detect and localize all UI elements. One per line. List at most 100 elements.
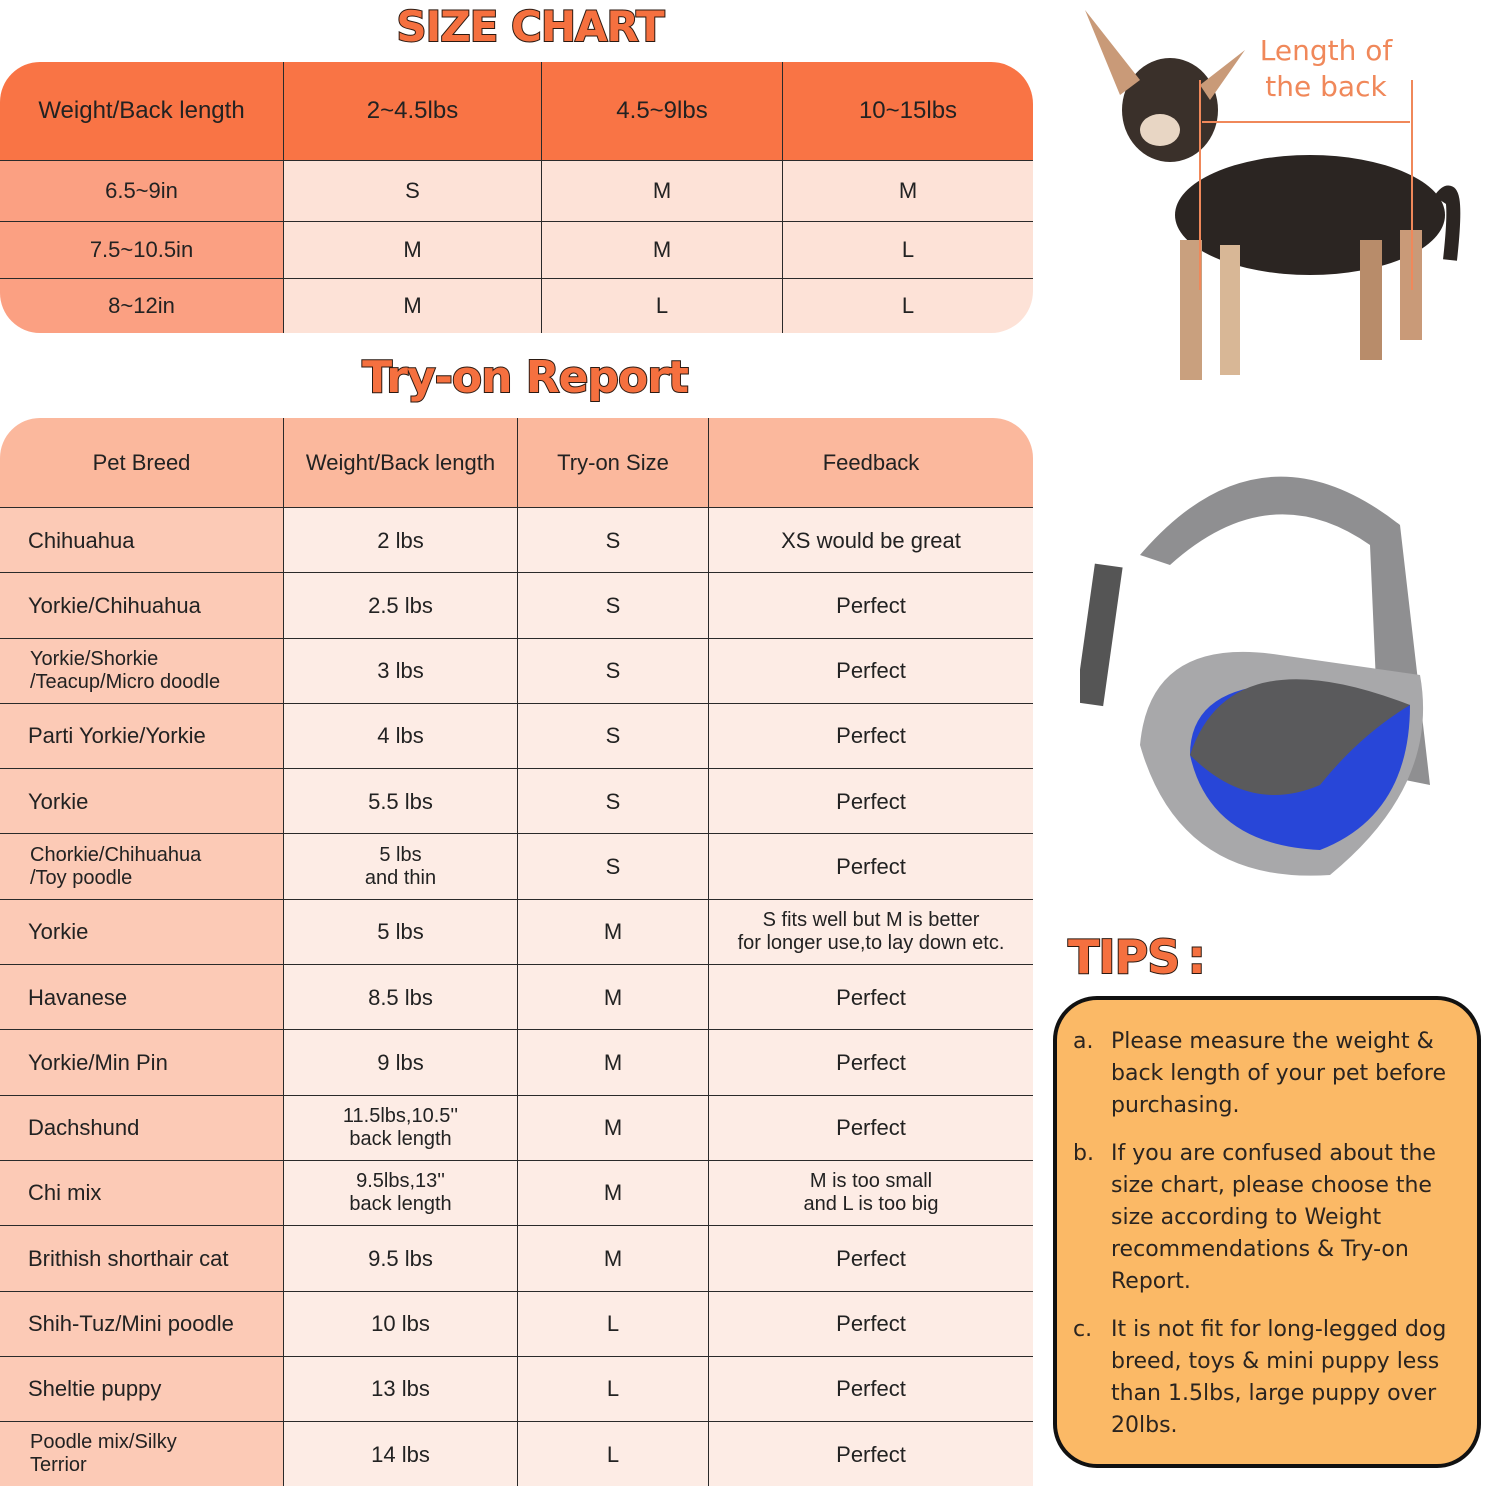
tip-key: a.: [1073, 1029, 1094, 1054]
table-cell: M: [283, 279, 541, 333]
table-row: Sheltie puppy 13 lbs L Perfect: [0, 1355, 1033, 1422]
table-cell: M: [517, 1226, 708, 1291]
table-cell: XS would be great: [708, 508, 1033, 573]
table-cell: Chorkie/Chihuahua /Toy poodle: [0, 834, 283, 899]
table-cell: M: [541, 222, 782, 278]
table-cell: M: [517, 899, 708, 965]
table-cell: 5 lbs and thin: [283, 834, 517, 899]
table-cell: 2.5 lbs: [283, 573, 517, 638]
table-cell: S: [517, 769, 708, 834]
table-cell: L: [517, 1422, 708, 1486]
tips-title: TIPS :: [1067, 929, 1207, 985]
table-cell: Sheltie puppy: [0, 1356, 283, 1422]
table-row: Yorkie/Min Pin 9 lbs M Perfect: [0, 1029, 1033, 1095]
table-row: Yorkie/Chihuahua 2.5 lbs S Perfect: [0, 572, 1033, 638]
table-cell: 5 lbs: [283, 899, 517, 965]
header-row: Pet Breed Weight/Back length Try-on Size Fe…: [0, 418, 1033, 507]
table-cell: S: [517, 573, 708, 638]
tip-item: c. It is not fit for long-legged dog bree…: [1073, 1314, 1463, 1442]
table-row: Havanese 8.5 lbs M Perfect: [0, 964, 1033, 1030]
table-cell: 13 lbs: [283, 1356, 517, 1422]
table-cell: Perfect: [708, 1356, 1033, 1422]
back-length-label-2: the back: [1265, 70, 1387, 103]
tip-text: If you are confused about the size chart…: [1111, 1141, 1436, 1294]
table-cell: Yorkie/Chihuahua: [0, 573, 283, 638]
table-cell: Havanese: [0, 965, 283, 1030]
tip-key: c.: [1073, 1317, 1093, 1342]
tip-item: a. Please measure the weight & back lengt…: [1073, 1026, 1463, 1122]
size-chart-title: SIZE CHART: [395, 1, 665, 52]
table-cell: Perfect: [708, 1095, 1033, 1160]
table-cell: L: [541, 279, 782, 333]
table-cell: Perfect: [708, 638, 1033, 703]
table-cell: Yorkie: [0, 899, 283, 965]
table-cell: Perfect: [708, 1030, 1033, 1095]
column-header: 4.5~9lbs: [541, 62, 782, 160]
table-cell: 8~12in: [0, 279, 283, 333]
column-header: Feedback: [708, 418, 1033, 507]
table-cell: S: [517, 834, 708, 899]
tip-text: It is not fit for long-legged dog breed,…: [1111, 1317, 1447, 1438]
table-cell: Dachshund: [0, 1095, 283, 1160]
table-cell: 9.5lbs,13'' back length: [283, 1160, 517, 1226]
table-cell: Poodle mix/Silky Terrior: [0, 1422, 283, 1486]
table-cell: Perfect: [708, 703, 1033, 769]
table-cell: Perfect: [708, 573, 1033, 638]
table-cell: Perfect: [708, 1226, 1033, 1291]
table-cell: 8.5 lbs: [283, 965, 517, 1030]
chihuahua-illustration: [1085, 10, 1461, 380]
table-cell: M is too small and L is too big: [708, 1160, 1033, 1226]
table-cell: Chihuahua: [0, 508, 283, 573]
table-cell: M: [541, 161, 782, 221]
table-row: Dachshund 11.5lbs,10.5'' back length M Perf…: [0, 1094, 1033, 1160]
table-cell: M: [283, 222, 541, 278]
table-cell: Yorkie/Min Pin: [0, 1030, 283, 1095]
table-cell: Yorkie: [0, 769, 283, 834]
table-row: 8~12in M L L: [0, 278, 1033, 333]
table-cell: 9 lbs: [283, 1030, 517, 1095]
table-cell: 14 lbs: [283, 1422, 517, 1486]
table-cell: Perfect: [708, 1291, 1033, 1356]
table-cell: Perfect: [708, 769, 1033, 834]
table-row: 6.5~9in S M M: [0, 160, 1033, 221]
table-cell: S: [517, 508, 708, 573]
table-row: Parti Yorkie/Yorkie 4 lbs S Perfect: [0, 702, 1033, 769]
table-cell: M: [517, 1030, 708, 1095]
dog-measurement-image: Length of the back: [1085, 10, 1461, 380]
table-cell: 6.5~9in: [0, 161, 283, 221]
table-cell: 4 lbs: [283, 703, 517, 769]
column-header: Weight/Back length: [283, 418, 517, 507]
table-cell: M: [517, 965, 708, 1030]
table-cell: Brithish shorthair cat: [0, 1226, 283, 1291]
table-cell: Yorkie/Shorkie /Teacup/Micro doodle: [0, 638, 283, 703]
tryon-report-title: Try-on Report: [361, 351, 690, 404]
column-header: 10~15lbs: [782, 62, 1033, 160]
table-cell: 3 lbs: [283, 638, 517, 703]
table-cell: S: [517, 703, 708, 769]
table-cell: S: [283, 161, 541, 221]
table-cell: 11.5lbs,10.5'' back length: [283, 1095, 517, 1160]
table-row: Chi mix 9.5lbs,13'' back length M M is too …: [0, 1159, 1033, 1226]
table-cell: 10 lbs: [283, 1291, 517, 1356]
table-cell: 5.5 lbs: [283, 769, 517, 834]
table-cell: M: [517, 1095, 708, 1160]
column-header: 2~4.5lbs: [283, 62, 541, 160]
table-row: Yorkie/Shorkie /Teacup/Micro doodle 3 lbs…: [0, 637, 1033, 703]
tryon-report-table: Pet Breed Weight/Back length Try-on Size Fe…: [0, 418, 1033, 1486]
table-cell: Shih-Tuz/Mini poodle: [0, 1291, 283, 1356]
table-cell: Chi mix: [0, 1160, 283, 1226]
table-cell: L: [782, 222, 1033, 278]
table-cell: Perfect: [708, 965, 1033, 1030]
header-row: Weight/Back length 2~4.5lbs 4.5~9lbs 10~15l…: [0, 62, 1033, 160]
pet-sling-carrier-image: [1080, 476, 1430, 876]
table-cell: S: [517, 638, 708, 703]
table-cell: L: [782, 279, 1033, 333]
table-cell: S fits well but M is better for longer u…: [708, 899, 1033, 965]
table-row: Chorkie/Chihuahua /Toy poodle 5 lbs and t…: [0, 833, 1033, 899]
table-row: Poodle mix/Silky Terrior 14 lbs L Perfect: [0, 1421, 1033, 1486]
size-chart-table: Weight/Back length 2~4.5lbs 4.5~9lbs 10~15l…: [0, 62, 1033, 333]
table-row: Yorkie 5 lbs M S fits well but M is better …: [0, 898, 1033, 965]
table-cell: M: [517, 1160, 708, 1226]
table-cell: L: [517, 1356, 708, 1422]
column-header: Pet Breed: [0, 418, 283, 507]
